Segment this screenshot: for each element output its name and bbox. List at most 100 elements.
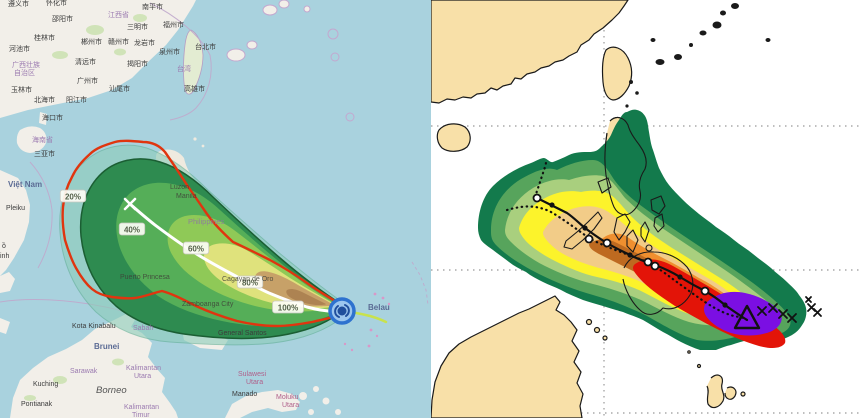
palau-islets (343, 292, 391, 352)
probability-label-box (182, 241, 210, 255)
probability-label-box (59, 189, 87, 203)
place-label: 江西省 (108, 10, 129, 19)
place-label: Sulawesi (238, 371, 266, 378)
borneo (10, 312, 178, 418)
place-label: Philippines (188, 217, 225, 226)
probability-label-box (236, 275, 264, 289)
place-label: Utara (134, 373, 151, 380)
probability-label: 20% (65, 193, 81, 202)
taiwan-island (183, 29, 204, 95)
hainan-island (16, 126, 47, 153)
place-label: 汕尾市 (109, 84, 130, 93)
place-label: 海南省 (32, 135, 53, 144)
place-label: 海口市 (42, 113, 63, 122)
place-label: General Santos (218, 330, 267, 337)
cone-band-tan (255, 271, 334, 307)
place-label: 玉林市 (11, 85, 32, 94)
place-label: Sarawak (70, 368, 98, 375)
place-label: Manila (176, 193, 197, 200)
place-label: Kalimantan (124, 404, 159, 411)
place-label: Cagayan de Oro (222, 276, 273, 283)
place-label: 三明市 (127, 22, 148, 31)
place-label: 广西壮族 (12, 60, 40, 69)
china-coast (0, 0, 196, 118)
sulawesi-blob (724, 386, 737, 400)
place-label: 清远市 (75, 57, 96, 66)
taiwan (601, 46, 633, 101)
coastlines-overlay (563, 116, 694, 315)
place-label: Moluku (276, 394, 299, 401)
place-label: Kota Kinabalu (72, 323, 116, 330)
place-label: 怀化市 (46, 0, 67, 7)
place-label: Kuching (33, 381, 58, 388)
place-label: Sabah (133, 325, 153, 332)
probability-label: 40% (124, 226, 140, 235)
current-position-triangle-icon (733, 304, 761, 330)
place-label: 阳江市 (66, 95, 87, 104)
place-label: 遵义市 (8, 0, 29, 8)
leizhou (39, 112, 47, 125)
right-ensemble-probability-map[interactable] (431, 0, 863, 418)
forecast-track (123, 197, 342, 313)
forest-patches (24, 14, 147, 401)
place-label: 南平市 (142, 2, 163, 11)
place-label: 泉州市 (159, 47, 180, 56)
probability-label-box (118, 222, 146, 236)
place-label: 揭阳市 (127, 59, 148, 68)
china (431, 0, 629, 104)
typhoon-marker[interactable] (328, 297, 356, 325)
place-label: 邵阳市 (52, 14, 73, 23)
place-label: Puerto Princesa (120, 274, 170, 281)
red-probability-contour (61, 139, 349, 328)
place-label: Pontianak (21, 401, 53, 408)
track-end-x-icon (123, 197, 137, 211)
place-label: Utara (282, 402, 299, 409)
place-label: 赣州市 (108, 37, 129, 46)
place-label: Brunei (94, 342, 119, 351)
place-label: 河池市 (9, 44, 30, 53)
past-position-x-marks (757, 296, 822, 323)
probability-label: 80% (242, 279, 258, 288)
ryukyu-islands (226, 0, 355, 122)
vietnam-coast (0, 170, 30, 276)
probability-label: 60% (188, 245, 204, 254)
place-label: 自治区 (14, 68, 35, 77)
land-fill (431, 0, 746, 418)
place-label: 台北市 (195, 42, 216, 51)
place-label: Pleiku (6, 205, 25, 212)
small-isle-sw (0, 318, 10, 334)
place-label: Borneo (96, 385, 127, 396)
place-label: Timur (132, 412, 150, 418)
place-label: 龙岩市 (134, 38, 155, 47)
place-label: inh (0, 253, 9, 260)
sulawesi-arm (225, 390, 300, 418)
place-label: Luzon (170, 184, 189, 191)
place-label: 郴州市 (81, 37, 102, 46)
ensemble-mean-track-dotted (505, 160, 749, 322)
place-label: Zamboanga City (182, 301, 234, 308)
hainan (436, 123, 471, 152)
place-label: 桂林市 (34, 33, 55, 42)
place-label: Việt Nam (8, 180, 42, 189)
place-label: 福州市 (163, 20, 184, 29)
probability-percent-labels: 20% 40% 60% 80% 100% (59, 189, 304, 314)
place-label: ồ (2, 241, 6, 250)
vietnam-south (0, 272, 15, 293)
track-filled-dot-markers (549, 202, 728, 308)
deterministic-track-solid (532, 193, 749, 322)
place-label: Manado (232, 391, 257, 398)
probability-label: 100% (278, 304, 298, 313)
place-label: 高雄市 (184, 84, 205, 93)
track-open-circle-markers (532, 193, 710, 296)
place-label: 广州市 (77, 76, 98, 85)
probability-label-box (272, 300, 304, 314)
place-label: Belau (368, 303, 390, 312)
place-label: 台湾 (177, 64, 191, 73)
place-label: 三亚市 (34, 149, 55, 158)
place-label: Kalimantan (126, 365, 161, 372)
cone-band-brown (286, 288, 326, 305)
borneo (431, 295, 584, 418)
